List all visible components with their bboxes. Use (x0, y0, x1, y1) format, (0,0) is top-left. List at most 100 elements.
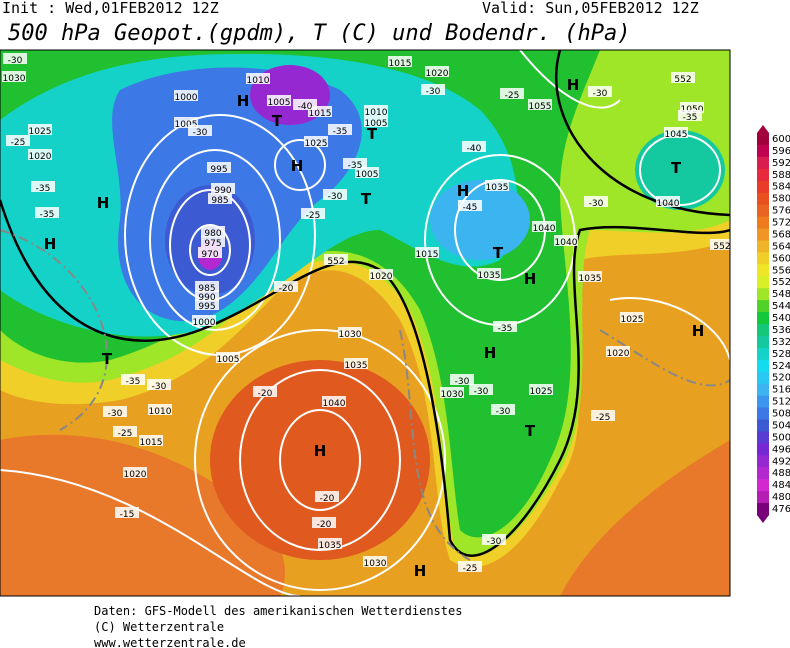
contour-label: 985 (198, 284, 215, 294)
label-box (338, 327, 362, 338)
contour-552 (555, 50, 730, 217)
label-box (188, 125, 212, 136)
colorbar-band (757, 264, 769, 277)
contour-label: -30 (487, 537, 502, 547)
label-box (174, 90, 198, 101)
label-box (312, 517, 336, 528)
contour-label: 985 (211, 196, 228, 206)
label-box (656, 196, 680, 207)
contour-label: -40 (467, 144, 482, 154)
label-box (192, 315, 216, 326)
contour-label: 1010 (247, 76, 270, 86)
pressure-center: H (97, 194, 110, 212)
label-box (363, 556, 387, 567)
label-box (425, 66, 449, 77)
contour-label: 1020 (29, 152, 52, 162)
colorbar-band (757, 240, 769, 253)
contour-label: -30 (8, 56, 23, 66)
contour-label: 1035 (478, 271, 501, 281)
contour-label: 1045 (665, 130, 688, 140)
colorbar-band (757, 383, 769, 397)
label-box (369, 269, 393, 280)
colorbar-band (757, 359, 769, 373)
colorbar-label: 480 (772, 492, 790, 503)
contour-label: -30 (426, 87, 441, 97)
contour-label: -30 (593, 89, 608, 99)
contour-label: -20 (317, 520, 332, 530)
pressure-center: H (524, 270, 537, 288)
isotherms (0, 229, 730, 561)
label-box (139, 435, 163, 446)
contour-label: -35 (126, 377, 141, 387)
colorbar-label: 516 (772, 385, 790, 396)
label-box (591, 410, 615, 421)
label-box (450, 374, 474, 385)
colorbar-band (757, 395, 769, 409)
colorbar-band (757, 312, 769, 325)
colorbar-label: 532 (772, 337, 790, 348)
label-box (678, 110, 702, 121)
label-box (388, 56, 412, 67)
contour-label: -20 (320, 494, 335, 504)
colorbar-label: 504 (772, 420, 790, 431)
colorbar-label: 588 (772, 170, 790, 181)
contour-label: 1035 (579, 274, 602, 284)
contour-label: 1005 (365, 119, 388, 129)
contour-label: -35 (333, 127, 348, 137)
label-box (482, 534, 506, 545)
contour-label: 1010 (149, 407, 172, 417)
colorbar-cap (757, 515, 769, 523)
contour-label: 552 (713, 242, 730, 252)
label-box (2, 71, 26, 82)
contour-label: 1000 (175, 93, 198, 103)
contour-label: -30 (152, 382, 167, 392)
label-box (28, 149, 52, 160)
colorbar-label: 544 (772, 301, 790, 312)
label-box (35, 207, 59, 218)
label-box (440, 387, 464, 398)
label-box (253, 386, 277, 397)
contour-label: 552 (327, 257, 344, 267)
label-box (344, 358, 368, 369)
colorbar-label: 520 (772, 373, 790, 384)
label-box (293, 99, 317, 110)
colorbar-label: 548 (772, 289, 790, 300)
contour-label: 1040 (657, 199, 680, 209)
colorbar-band (757, 347, 769, 361)
label-box (201, 236, 225, 247)
valid-time: Valid: Sun,05FEB2012 12Z (482, 0, 699, 17)
label-box (458, 200, 482, 211)
contour-label: -35 (40, 210, 55, 220)
colorbar-band (757, 276, 769, 289)
colorbar-band (757, 300, 769, 313)
label-box (364, 105, 388, 116)
label-box (174, 117, 198, 128)
contour-label: -35 (36, 184, 51, 194)
label-box (318, 538, 342, 549)
contour-label: -30 (455, 377, 470, 387)
contour-label: 552 (674, 75, 691, 85)
label-box (620, 312, 644, 323)
colorbar-label: 492 (772, 456, 790, 467)
label-box (477, 268, 501, 279)
contour-label: -20 (258, 389, 273, 399)
label-box (208, 193, 232, 204)
field-warm (560, 440, 730, 596)
contour-label: -25 (505, 91, 520, 101)
label-box (201, 226, 225, 237)
colorbar-label: 564 (772, 241, 790, 252)
label-box (343, 158, 367, 169)
label-box (304, 136, 328, 147)
label-box (31, 181, 55, 192)
pressure-center: H (457, 182, 470, 200)
colorbar-label: 592 (772, 158, 790, 169)
label-box (491, 404, 515, 415)
label-box (148, 404, 172, 415)
colorbar-band (757, 168, 769, 182)
colorbar-band (757, 371, 769, 385)
contour-label: -35 (683, 113, 698, 123)
footer-source: Daten: GFS-Modell des amerikanischen Wet… (94, 604, 462, 618)
contour-label: 1015 (140, 438, 163, 448)
colorbar-label: 596 (772, 146, 790, 157)
